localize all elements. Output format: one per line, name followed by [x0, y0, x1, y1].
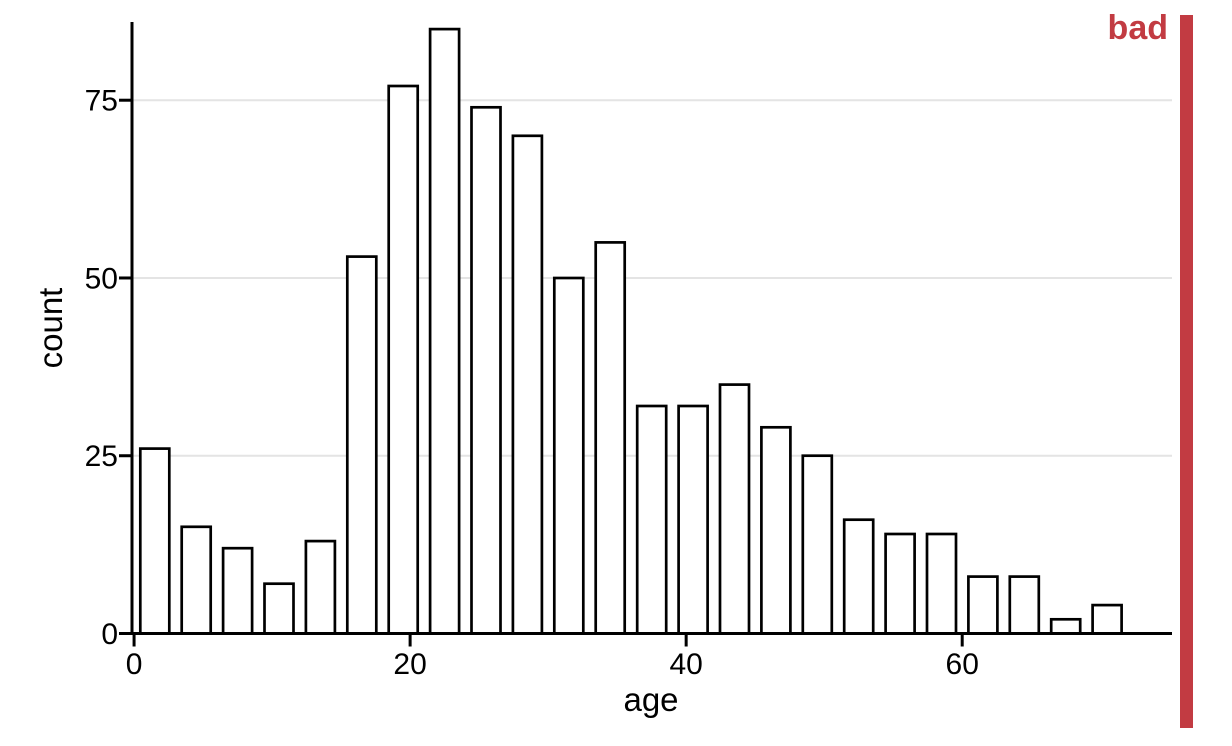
- histogram-bar: [470, 105, 502, 635]
- histogram-bar: [677, 404, 709, 635]
- histogram-bar: [180, 525, 213, 635]
- histogram-bar: [221, 546, 254, 635]
- histogram-bar: [387, 84, 420, 635]
- histogram-bar: [884, 532, 916, 635]
- histogram-bar: [1049, 617, 1082, 635]
- histogram-bar: [263, 582, 295, 635]
- histogram-bar: [842, 518, 875, 635]
- x-tick-label: 20: [393, 648, 426, 681]
- y-tick-label: 0: [101, 618, 118, 651]
- bad-stamp-marker: [1180, 15, 1193, 728]
- histogram-bar: [635, 404, 668, 635]
- y-axis-title: count: [32, 288, 69, 369]
- histogram-bar: [304, 539, 337, 635]
- gridlines: [132, 99, 1172, 457]
- histogram-bar: [967, 575, 999, 635]
- histogram-bar: [345, 255, 378, 635]
- y-tick-label: 50: [85, 262, 118, 295]
- y-axis-ticks: 0 25 50 75: [85, 85, 131, 651]
- x-tick-label: 60: [946, 648, 979, 681]
- histogram-bars: [138, 27, 1123, 635]
- histogram-bar: [718, 383, 751, 635]
- x-tick-label: 40: [669, 648, 702, 681]
- histogram-bar: [1008, 575, 1041, 635]
- y-tick-label: 25: [85, 440, 118, 473]
- histogram-bar: [594, 241, 627, 635]
- histogram-bar: [1091, 603, 1123, 635]
- histogram-bar: [511, 134, 544, 635]
- histogram-bar: [552, 276, 585, 635]
- axes: [129, 22, 1172, 635]
- histogram-bar: [428, 27, 461, 635]
- histogram-bar: [801, 454, 834, 635]
- histogram-bar: [760, 425, 792, 635]
- histogram-bar: [925, 532, 958, 635]
- x-axis-ticks: 0 20 40 60: [126, 635, 979, 681]
- bad-stamp-label: bad: [1107, 9, 1168, 47]
- x-tick-label: 0: [126, 648, 143, 681]
- y-tick-label: 75: [85, 85, 118, 118]
- histogram-bar: [138, 447, 171, 635]
- x-axis-title: age: [623, 681, 678, 718]
